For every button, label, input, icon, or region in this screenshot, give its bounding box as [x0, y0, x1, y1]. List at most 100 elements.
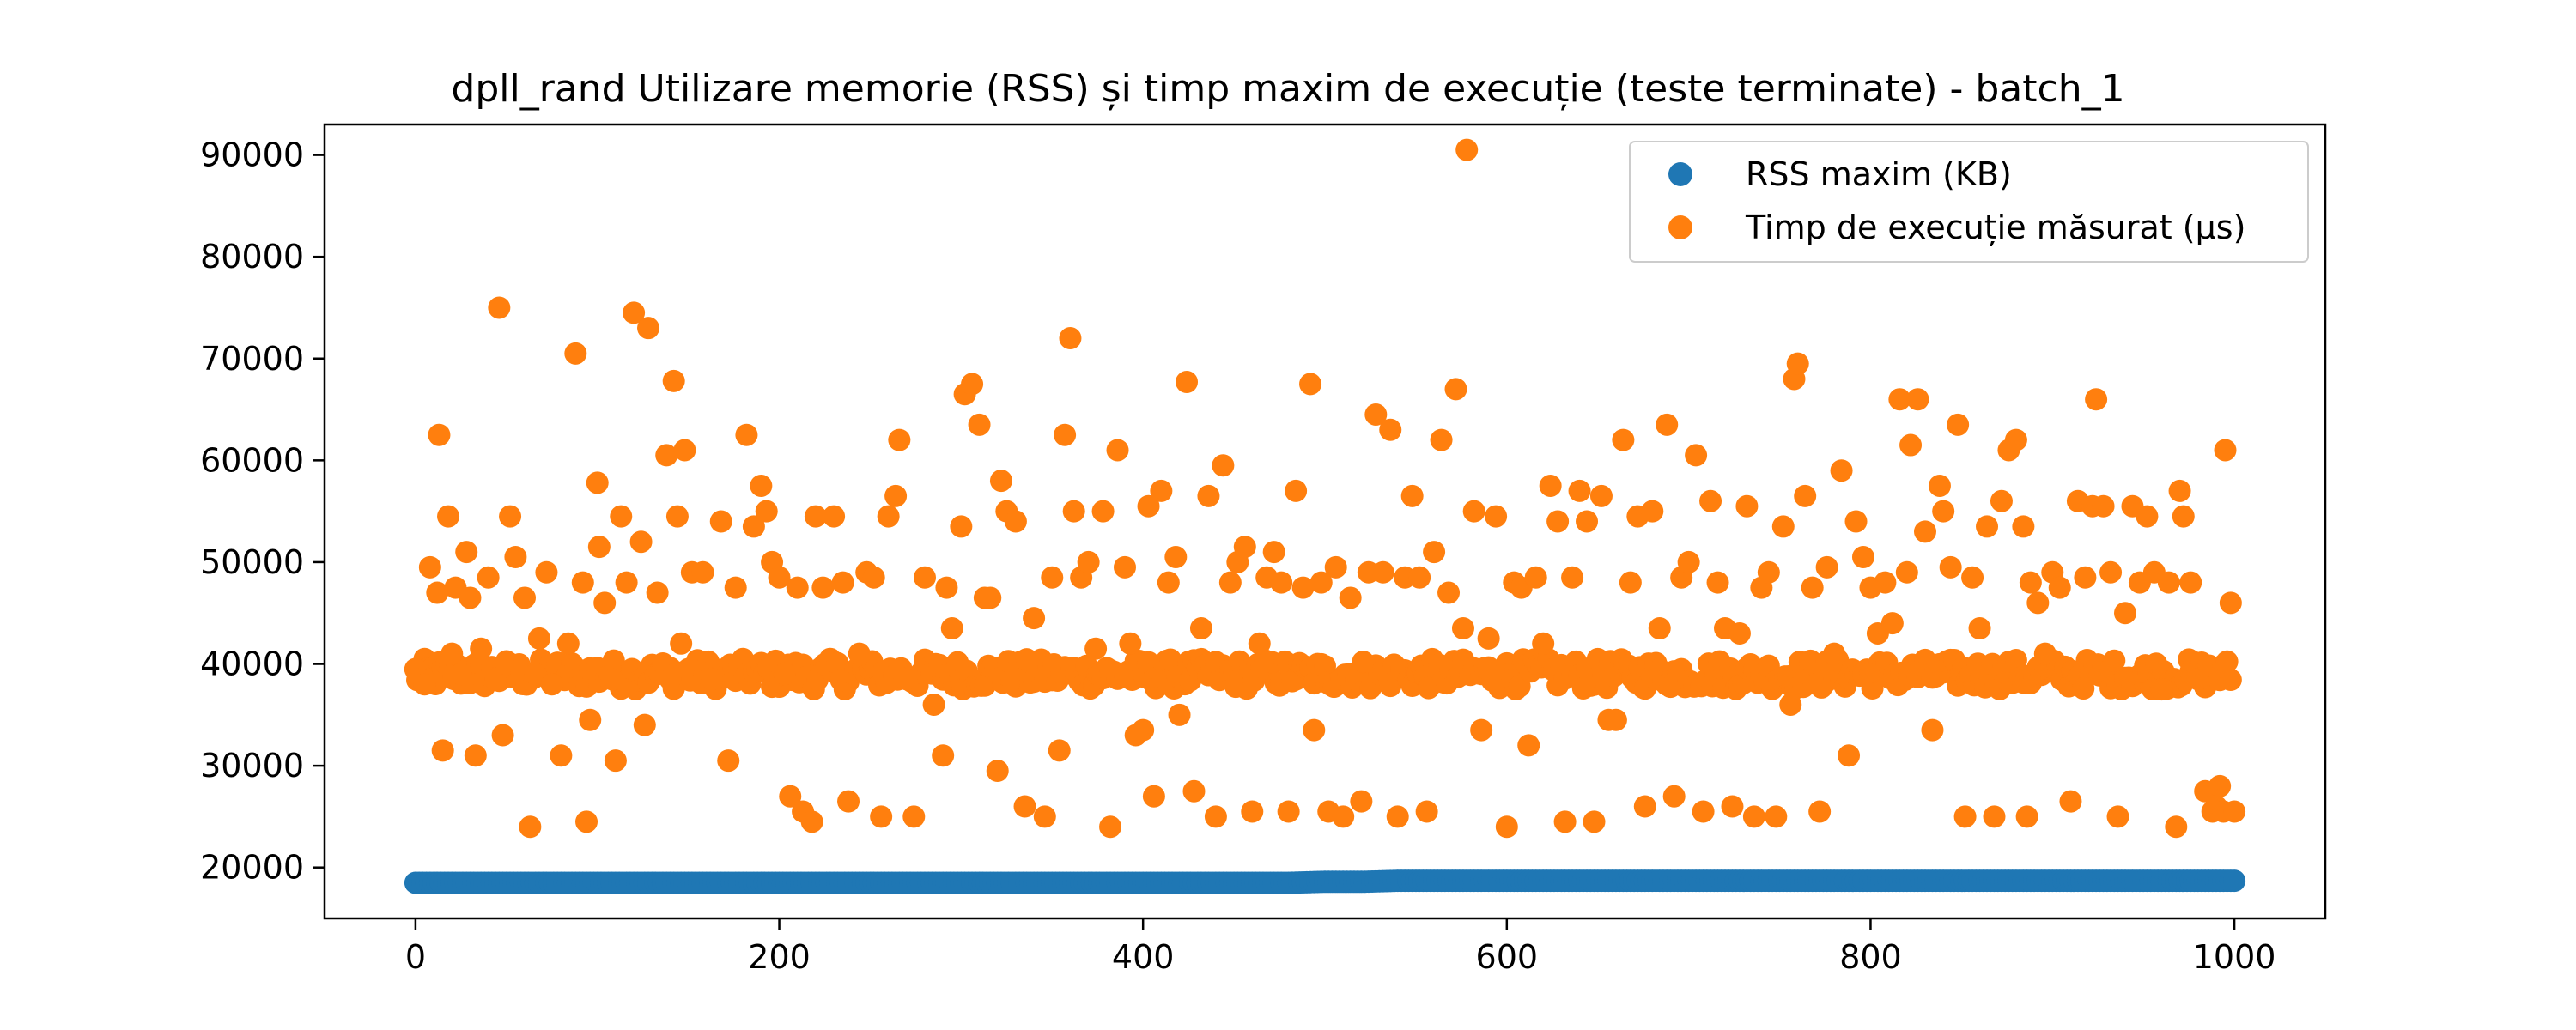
- exec-time-point: [1451, 617, 1474, 640]
- exec-time-point: [717, 749, 740, 772]
- y-tick-label: 80000: [200, 238, 304, 276]
- exec-time-point: [1386, 805, 1409, 828]
- exec-time-point: [884, 484, 908, 507]
- exec-time-point: [1823, 642, 1846, 665]
- exec-time-point: [662, 369, 685, 392]
- exec-time-point: [524, 663, 547, 686]
- exec-time-point: [1619, 571, 1642, 594]
- exec-time-point: [673, 439, 696, 462]
- exec-time-point: [1408, 566, 1431, 589]
- exec-time-point: [1844, 510, 1868, 533]
- exec-time-point: [1150, 479, 1173, 502]
- exec-time-point: [1524, 566, 1547, 589]
- exec-time-point: [579, 708, 602, 731]
- exec-time-point: [1589, 484, 1613, 507]
- exec-time-point: [2168, 479, 2191, 502]
- exec-time-point: [440, 642, 464, 665]
- exec-time-point: [1914, 520, 1936, 543]
- exec-time-point: [2004, 428, 2027, 451]
- exec-time-point: [564, 342, 587, 365]
- exec-time-point: [413, 673, 436, 696]
- exec-time-point: [2033, 642, 2057, 665]
- exec-time-point: [877, 505, 900, 528]
- exec-time-point: [922, 693, 945, 716]
- exec-time-point: [1182, 779, 1206, 803]
- exec-time-point: [1077, 550, 1100, 573]
- exec-time-point: [1099, 815, 1122, 839]
- exec-time-point: [1888, 388, 1911, 411]
- exec-time-point: [2136, 505, 2159, 528]
- exec-time-point: [1899, 433, 1923, 457]
- exec-time-point: [2186, 668, 2209, 691]
- exec-time-point: [2219, 669, 2242, 692]
- exec-time-point: [1023, 607, 1046, 630]
- exec-time-point: [1084, 637, 1108, 660]
- exec-time-point: [593, 591, 617, 615]
- exec-time-point: [1299, 373, 1322, 396]
- y-tick-label: 40000: [200, 645, 304, 683]
- x-tick-label: 1000: [2193, 938, 2276, 976]
- y-axis: 20000 30000 40000 50000 60000 70000 80000 90000: [200, 136, 325, 887]
- exec-time-point: [455, 541, 478, 564]
- x-tick-label: 400: [1112, 938, 1175, 976]
- exec-time-point: [556, 632, 580, 655]
- exec-time-point: [1976, 515, 1999, 538]
- exec-time-point: [535, 560, 558, 584]
- exec-time-point: [1838, 744, 1861, 767]
- exec-time-point: [499, 505, 522, 528]
- exec-time-point: [870, 805, 893, 828]
- exec-time-point: [811, 576, 835, 599]
- exec-time-point: [1932, 500, 1955, 523]
- exec-time-point: [1248, 632, 1271, 655]
- exec-time-point: [1939, 555, 1962, 579]
- exec-time-point: [600, 668, 623, 691]
- exec-time-point: [1851, 546, 1874, 569]
- exec-time-point: [470, 637, 493, 660]
- exec-time-point: [1059, 327, 1082, 350]
- exec-time-point: [2085, 388, 2108, 411]
- exec-time-point: [804, 505, 827, 528]
- exec-time-point: [1765, 805, 1788, 828]
- exec-time-point: [1568, 479, 1591, 502]
- exec-time-point: [615, 571, 638, 594]
- exec-time-point: [1779, 693, 1802, 716]
- exec-time-point: [1583, 810, 1606, 833]
- exec-time-point: [735, 423, 758, 446]
- exec-time-point: [1921, 718, 1944, 742]
- exec-time-point: [2208, 774, 2232, 797]
- exec-time-point: [1462, 500, 1485, 523]
- exec-time-point: [2048, 576, 2071, 599]
- exec-time-point: [1517, 734, 1540, 757]
- exec-time-point: [604, 749, 627, 772]
- exec-time-point: [646, 581, 669, 604]
- exec-time-point: [701, 668, 724, 691]
- exec-time-point: [1662, 785, 1686, 808]
- exec-time-point: [2179, 571, 2202, 594]
- exec-time-point: [1953, 805, 1977, 828]
- exec-time-point: [1444, 378, 1467, 401]
- exec-time-point: [665, 505, 689, 528]
- exec-time-point: [2172, 505, 2195, 528]
- exec-time-point: [1928, 474, 1951, 497]
- exec-time-point: [750, 474, 773, 497]
- exec-time-point: [633, 713, 656, 736]
- exec-time-point: [1197, 484, 1220, 507]
- exec-time-point: [1339, 586, 1362, 609]
- exec-time-point: [1004, 510, 1027, 533]
- exec-time-point: [623, 301, 646, 324]
- exec-time-point: [1757, 560, 1780, 584]
- legend-marker-exec-time: [1668, 215, 1692, 239]
- exec-time-point: [527, 627, 550, 650]
- y-tick-label: 90000: [200, 136, 304, 174]
- exec-time-point: [848, 642, 871, 665]
- exec-time-point: [418, 555, 441, 579]
- exec-time-point: [2214, 439, 2237, 462]
- exec-time-point: [1437, 581, 1461, 604]
- exec-time-point: [986, 760, 1009, 783]
- exec-time-point: [550, 744, 573, 767]
- exec-time-point: [2223, 800, 2246, 823]
- exec-time-point: [1485, 505, 1508, 528]
- exec-time-point: [1400, 484, 1424, 507]
- exec-time-point: [1270, 571, 1293, 594]
